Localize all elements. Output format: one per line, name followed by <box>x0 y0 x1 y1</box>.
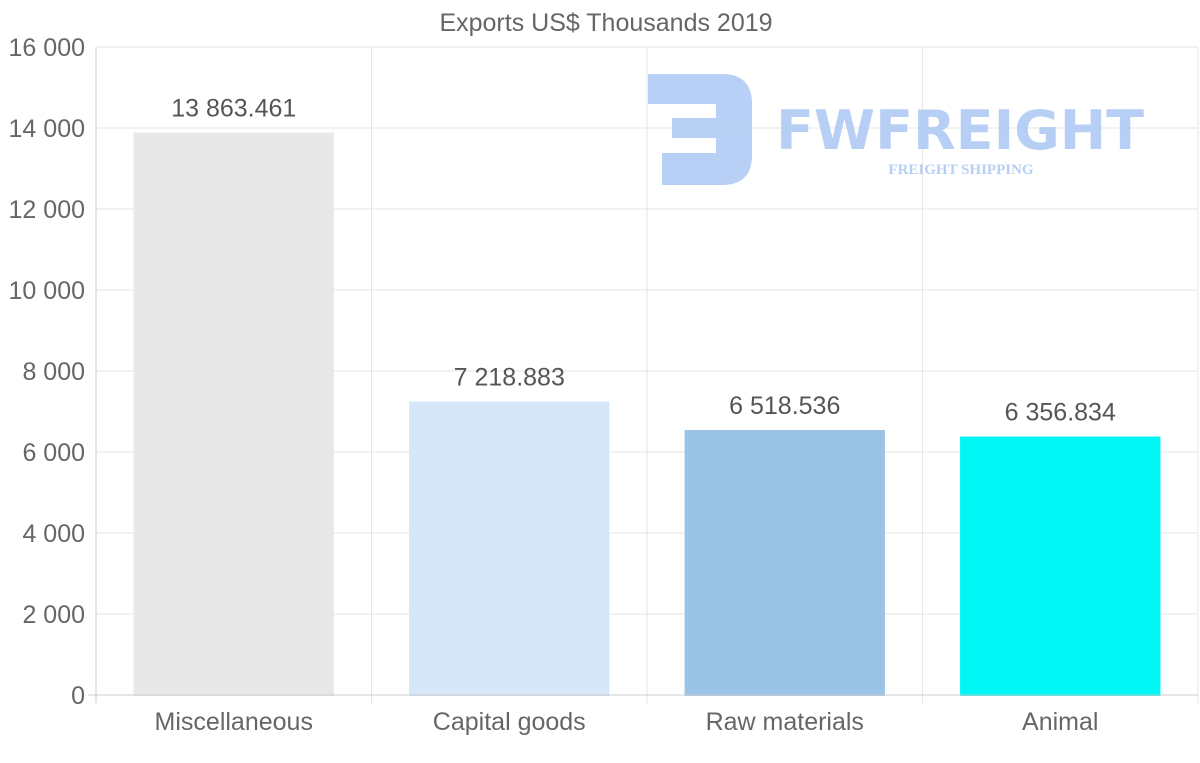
x-tick-label: Capital goods <box>433 708 586 736</box>
y-tick-label: 2 000 <box>22 601 85 629</box>
bar-animal[interactable] <box>960 436 1161 696</box>
y-tick-label: 8 000 <box>22 358 85 386</box>
x-tick-label: Miscellaneous <box>155 708 313 736</box>
y-tick-label: 16 000 <box>9 34 85 62</box>
chart-title: Exports US$ Thousands 2019 <box>439 9 772 37</box>
x-tick-label: Raw materials <box>706 708 864 736</box>
fwfreight-watermark: FWFREIGHT FREIGHT SHIPPING <box>648 74 1144 185</box>
watermark-tagline: FREIGHT SHIPPING <box>888 162 1033 178</box>
fwfreight-logo-icon <box>648 74 752 185</box>
data-label: 6 518.536 <box>729 392 840 420</box>
axes: 0 2 000 4 000 6 000 8 000 10 000 12 000 14 000 1… <box>9 34 1198 736</box>
watermark-brand: FWFREIGHT <box>776 99 1144 162</box>
y-tick-label: 14 000 <box>9 115 85 143</box>
data-label: 7 218.883 <box>454 364 565 392</box>
y-tick-label: 12 000 <box>9 196 85 224</box>
bars: 13 863.461 7 218.883 6 518.536 6 356.834 <box>133 95 1161 696</box>
bar-raw-materials[interactable] <box>684 429 885 696</box>
y-tick-label: 4 000 <box>22 520 85 548</box>
bar-miscellaneous[interactable] <box>133 132 334 696</box>
y-tick-label: 6 000 <box>22 439 85 467</box>
data-label: 6 356.834 <box>1005 399 1116 427</box>
y-tick-label: 0 <box>71 682 85 710</box>
data-label: 13 863.461 <box>171 95 296 123</box>
bar-capital-goods[interactable] <box>409 401 610 696</box>
y-tick-label: 10 000 <box>9 277 85 305</box>
x-tick-label: Animal <box>1022 708 1098 736</box>
